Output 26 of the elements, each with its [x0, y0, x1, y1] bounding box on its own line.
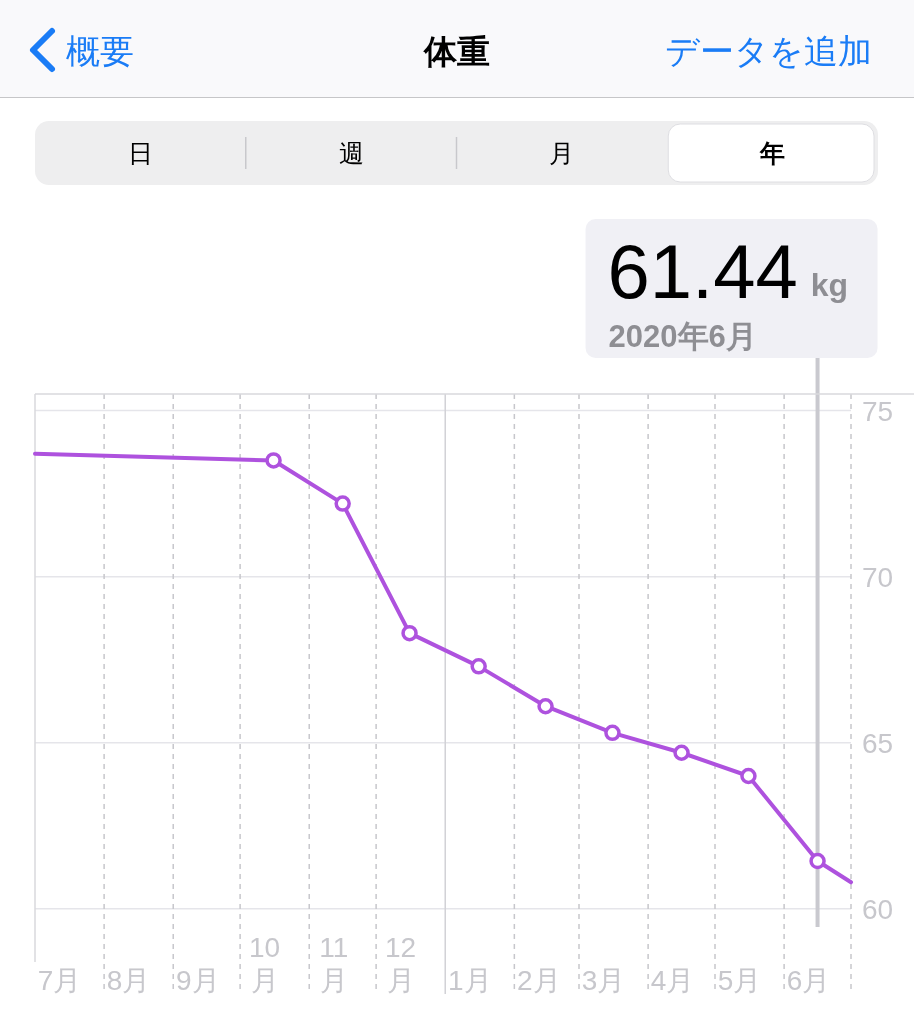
x-tick-label: 7月 — [37, 965, 82, 996]
x-tick-label: 10月 — [249, 932, 281, 996]
x-tick-label: 6月 — [786, 965, 831, 996]
x-tick-label: 5月 — [717, 965, 762, 996]
y-tick-label: 70 — [862, 561, 894, 593]
annotation: kg — [810, 267, 849, 303]
y-tick-label: 65 — [862, 727, 894, 759]
x-tick-label: 3月 — [581, 965, 626, 996]
x-tick-label: 8月 — [106, 965, 151, 996]
annotation: 2020年6月 — [608, 319, 757, 354]
title: 体重 — [424, 33, 490, 70]
x-tick-label: 4月 — [650, 965, 695, 996]
segment-label: 日 — [127, 139, 153, 167]
x-tick-label: 2月 — [517, 965, 561, 996]
x-tick-label: 1月 — [447, 965, 492, 996]
y-tick-label: 75 — [862, 395, 894, 427]
x-tick-label: 9月 — [175, 965, 220, 996]
segment-label: 年 — [760, 139, 786, 167]
x-tick-label: 12月 — [385, 932, 417, 996]
back-label: 概要 — [66, 32, 134, 70]
x-tick-label: 11月 — [319, 932, 349, 996]
annotation: 61.44 — [607, 229, 798, 314]
y-tick-label: 60 — [862, 893, 894, 925]
segment-label: 月 — [549, 139, 575, 167]
action-label: データを追加 — [665, 32, 872, 70]
segment-label: 週 — [338, 139, 364, 167]
